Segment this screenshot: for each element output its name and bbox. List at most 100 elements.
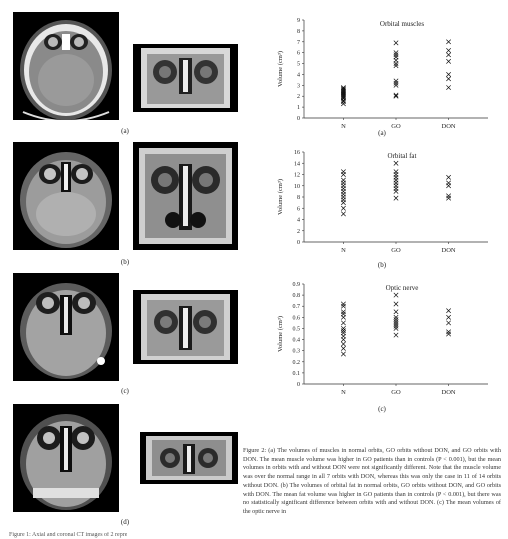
data-point-stroke [340,328,346,334]
data-point-stroke [393,93,399,99]
data-point-stroke [340,177,346,183]
panel-label-b: (b) [120,258,130,266]
data-point [340,330,346,336]
data-point [340,341,346,347]
data-point-stroke [340,351,346,357]
y-tick-label: 6 [297,51,300,57]
data-point-stroke [340,341,346,347]
data-point-stroke [393,301,399,307]
ct-axial-image-c [13,273,119,381]
data-point-stroke [393,160,399,166]
data-point-stroke [446,85,452,90]
data-point-stroke [393,314,399,320]
chart-orbital-muscles-svg: Orbital muscles 0 1 2 3 4 5 6 7 8 9 Volume (cm³) N GO… [277,18,488,130]
data-point-stroke [393,323,399,329]
chart-orbital-fat: Orbital fat 0 2 4 6 8 10 12 14 16 Volume (cm³) N GO D… [270,144,502,269]
x-tick-label: DON [442,389,456,396]
ct-coronal-image-d [140,432,238,484]
chart-optic-nerve: Optic nerve 0 0.1 0.2 0.3 0.4 0.5 0.6 0.7 0.8 0.9 V… [270,276,502,413]
data-point-stroke [446,180,452,186]
y-tick-label: 0.4 [293,338,301,344]
data-point-stroke [393,309,399,315]
data-point [340,86,346,92]
x-tick-label: GO [391,247,401,254]
figure-1-caption: Figure 1: Axial and coronal CT images of… [9,532,127,538]
data-point [393,78,399,84]
data-point-stroke [340,325,346,331]
data-point [393,317,399,323]
y-tick-label: 7 [297,40,300,46]
data-point [393,54,399,60]
data-point-stroke [446,52,452,58]
data-point [446,39,452,45]
data-point-stroke [340,205,346,211]
y-tick-label: 0.5 [293,326,301,332]
chart-orbital-fat-svg: Orbital fat 0 2 4 6 8 10 12 14 16 Volume (cm³) N GO D… [277,150,488,254]
data-point-stroke [393,80,399,86]
panel-label-d: (d) [120,518,130,526]
y-tick-label: 0.1 [293,371,301,377]
data-point [446,308,452,314]
data-point [393,309,399,315]
y-tick-label: 3 [297,83,300,89]
data-point [446,48,452,53]
chart-label-b: (b) [377,261,387,269]
data-point-stroke [340,85,346,90]
y-tick-label: 0.3 [293,349,301,355]
y-tick-label: 10 [294,184,300,190]
y-tick-label: 1 [297,105,300,111]
y-tick-label: 5 [297,62,300,68]
data-point-stroke [340,211,346,217]
data-point [446,71,452,77]
data-point-stroke [446,195,452,201]
data-point [393,301,399,307]
y-tick-label: 8 [297,195,300,201]
y-tick-label: 9 [297,18,300,24]
data-point [393,50,399,56]
data-point [446,52,452,58]
data-point [393,52,399,58]
x-tick-label: GO [391,389,401,396]
chart-label-a: (a) [378,129,386,137]
data-point-stroke [393,317,399,323]
data-point [446,193,452,199]
data-point-stroke [340,311,346,317]
y-tick-label: 14 [294,161,300,167]
data-point-stroke [340,169,346,175]
data-point [446,76,452,82]
y-tick-label: 16 [294,150,300,156]
data-point [393,314,399,320]
data-point-stroke [446,308,452,314]
y-tick-label: 6 [297,206,300,212]
chart-title: Optic nerve [386,284,419,292]
data-point [446,174,452,180]
chart-orbital-muscles: Orbital muscles 0 1 2 3 4 5 6 7 8 9 Volume (cm³) N GO… [270,10,502,145]
y-tick-label: 0.9 [293,282,301,288]
data-point [393,92,399,98]
data-point [393,321,399,327]
data-point [340,301,346,307]
data-point [340,328,346,334]
chart-title: Orbital fat [388,152,417,160]
data-point-stroke [446,71,452,77]
y-tick-label: 0.7 [293,304,301,310]
data-point [446,329,452,335]
x-tick-label: DON [442,123,456,130]
y-tick-label: 0.8 [293,293,301,299]
data-point [340,311,346,317]
panel-label-c: (c) [121,387,129,395]
y-tick-label: 8 [297,29,300,35]
data-point-stroke [446,193,452,199]
data-point [393,195,399,201]
data-point [393,82,399,88]
data-point-stroke [393,82,399,88]
y-tick-label: 12 [294,173,300,179]
data-point [446,195,452,201]
ct-coronal-image-b [133,142,238,250]
data-point [393,93,399,99]
data-point-stroke [393,292,399,298]
x-tick-label: N [341,123,346,130]
data-point-stroke [393,92,399,98]
data-point [340,211,346,217]
data-point [446,58,452,64]
